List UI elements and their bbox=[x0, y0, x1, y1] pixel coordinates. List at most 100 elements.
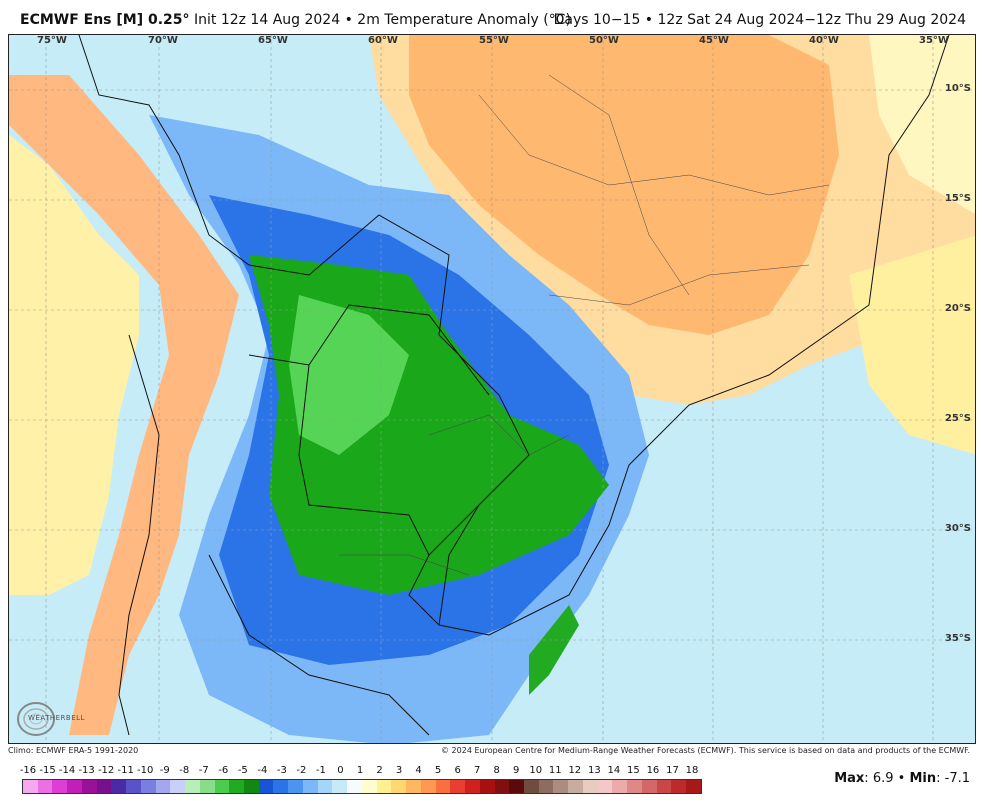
scale-swatch bbox=[37, 780, 53, 793]
scale-swatch bbox=[641, 780, 657, 793]
pacific-warm-coast bbox=[9, 135, 139, 595]
scale-label: -9 bbox=[159, 765, 170, 776]
scale-swatch bbox=[568, 780, 583, 793]
scale-label: -16 bbox=[19, 765, 37, 776]
lat-label: 30°S bbox=[944, 523, 971, 534]
scale-label: 6 bbox=[454, 765, 461, 776]
scale-swatch bbox=[538, 780, 554, 793]
scale-swatch bbox=[273, 780, 289, 793]
scale-label: -1 bbox=[315, 765, 326, 776]
atlantic-warm-patch bbox=[849, 235, 975, 455]
color-scale-labels: -16 -15 -14 -13 -12 -11 -10 -9 -8 -7 -6 -5 -4 -3 -2 -1 0… bbox=[20, 765, 702, 779]
scale-label: 7 bbox=[473, 765, 481, 776]
lon-label: 35°W bbox=[919, 35, 949, 46]
map-title: ECMWF Ens [M] 0.25° Init 12z 14 Aug 2024… bbox=[20, 12, 571, 28]
map-canvas bbox=[9, 35, 975, 743]
scale-swatch bbox=[244, 780, 259, 793]
scale-swatch bbox=[450, 780, 466, 793]
scale-swatch bbox=[140, 780, 156, 793]
scale-swatch bbox=[229, 780, 245, 793]
atlantic-warm-patch-north bbox=[869, 35, 975, 214]
andes-warm-strip bbox=[9, 75, 239, 735]
scale-label: -5 bbox=[237, 765, 248, 776]
scale-swatch bbox=[67, 780, 82, 793]
scale-swatch bbox=[627, 780, 642, 793]
scale-label: -6 bbox=[218, 765, 229, 776]
scale-label: 5 bbox=[434, 765, 442, 776]
max-value: 6.9 bbox=[872, 771, 894, 786]
scale-label: 11 bbox=[548, 765, 562, 776]
scale-swatch bbox=[185, 780, 200, 793]
coastal-cold-patch bbox=[529, 605, 579, 695]
scale-label: 2 bbox=[376, 765, 383, 776]
warm-anomaly-core bbox=[409, 35, 839, 335]
scale-label: 4 bbox=[415, 765, 422, 776]
lat-label: 25°S bbox=[944, 413, 971, 424]
scale-swatch bbox=[361, 780, 377, 793]
scale-label: 0 bbox=[337, 765, 344, 776]
scale-swatch bbox=[686, 780, 701, 793]
logo-text: WEATHERBELL bbox=[28, 714, 85, 722]
scale-swatch bbox=[465, 780, 480, 793]
scale-swatch bbox=[509, 780, 524, 793]
lat-label: 20°S bbox=[944, 303, 971, 314]
scale-swatch bbox=[23, 780, 38, 793]
max-min-stats: Max: 6.9 • Min: -7.1 bbox=[834, 771, 970, 786]
scale-swatch bbox=[523, 780, 539, 793]
scale-swatch bbox=[258, 780, 274, 793]
scale-label: 9 bbox=[513, 765, 520, 776]
scale-label: 8 bbox=[493, 765, 500, 776]
scale-label: 16 bbox=[646, 765, 660, 776]
scale-label: 12 bbox=[568, 765, 582, 776]
model-name: ECMWF Ens [M] 0.25 bbox=[20, 12, 183, 28]
scale-swatch bbox=[597, 780, 613, 793]
scale-label: 1 bbox=[356, 765, 364, 776]
scale-label: -12 bbox=[97, 765, 115, 776]
lat-label: 35°S bbox=[944, 633, 971, 644]
graticule bbox=[9, 35, 975, 743]
field-name: 2m Temperature Anomaly (°C) bbox=[357, 12, 571, 28]
lon-label: 40°W bbox=[809, 35, 839, 46]
scale-swatch bbox=[302, 780, 318, 793]
scale-swatch bbox=[96, 780, 112, 793]
scale-label: 17 bbox=[666, 765, 679, 776]
lon-label: 60°W bbox=[368, 35, 398, 46]
scale-label: -7 bbox=[198, 765, 209, 776]
scale-swatch bbox=[494, 780, 510, 793]
scale-label: -13 bbox=[78, 765, 95, 776]
scale-swatch bbox=[582, 780, 598, 793]
scale-swatch bbox=[170, 780, 186, 793]
scale-label: -11 bbox=[117, 765, 134, 776]
scale-label: -15 bbox=[39, 765, 56, 776]
scale-swatch bbox=[406, 780, 421, 793]
scale-swatch bbox=[126, 780, 141, 793]
map-header: ECMWF Ens [M] 0.25° Init 12z 14 Aug 2024… bbox=[0, 0, 984, 34]
scale-label: -14 bbox=[58, 765, 76, 776]
state-borders bbox=[339, 74, 830, 576]
scale-swatch bbox=[199, 780, 215, 793]
scale-label: 18 bbox=[685, 765, 699, 776]
lon-label: 75°W bbox=[37, 35, 67, 46]
temperature-anomaly-map: 75°W 70°W 65°W 60°W 55°W 50°W 45°W 40°W … bbox=[8, 34, 976, 744]
scale-swatch bbox=[155, 780, 171, 793]
color-scale-bar bbox=[22, 779, 702, 794]
scale-label: -2 bbox=[296, 765, 307, 776]
scale-swatch bbox=[214, 780, 230, 793]
scale-swatch bbox=[656, 780, 672, 793]
scale-swatch bbox=[612, 780, 628, 793]
scale-swatch bbox=[391, 780, 407, 793]
lat-label: 15°S bbox=[944, 193, 971, 204]
weatherbell-logo bbox=[17, 702, 55, 736]
scale-swatch bbox=[332, 780, 348, 793]
scale-swatch bbox=[376, 780, 392, 793]
scale-label: -3 bbox=[276, 765, 287, 776]
scale-swatch bbox=[81, 780, 97, 793]
lon-label: 55°W bbox=[479, 35, 509, 46]
scale-swatch bbox=[317, 780, 333, 793]
scale-swatch bbox=[553, 780, 569, 793]
scale-label: -4 bbox=[257, 765, 268, 776]
scale-label: 15 bbox=[627, 765, 640, 776]
country-borders bbox=[78, 35, 950, 736]
scale-label: -10 bbox=[137, 765, 154, 776]
scale-label: 10 bbox=[529, 765, 543, 776]
